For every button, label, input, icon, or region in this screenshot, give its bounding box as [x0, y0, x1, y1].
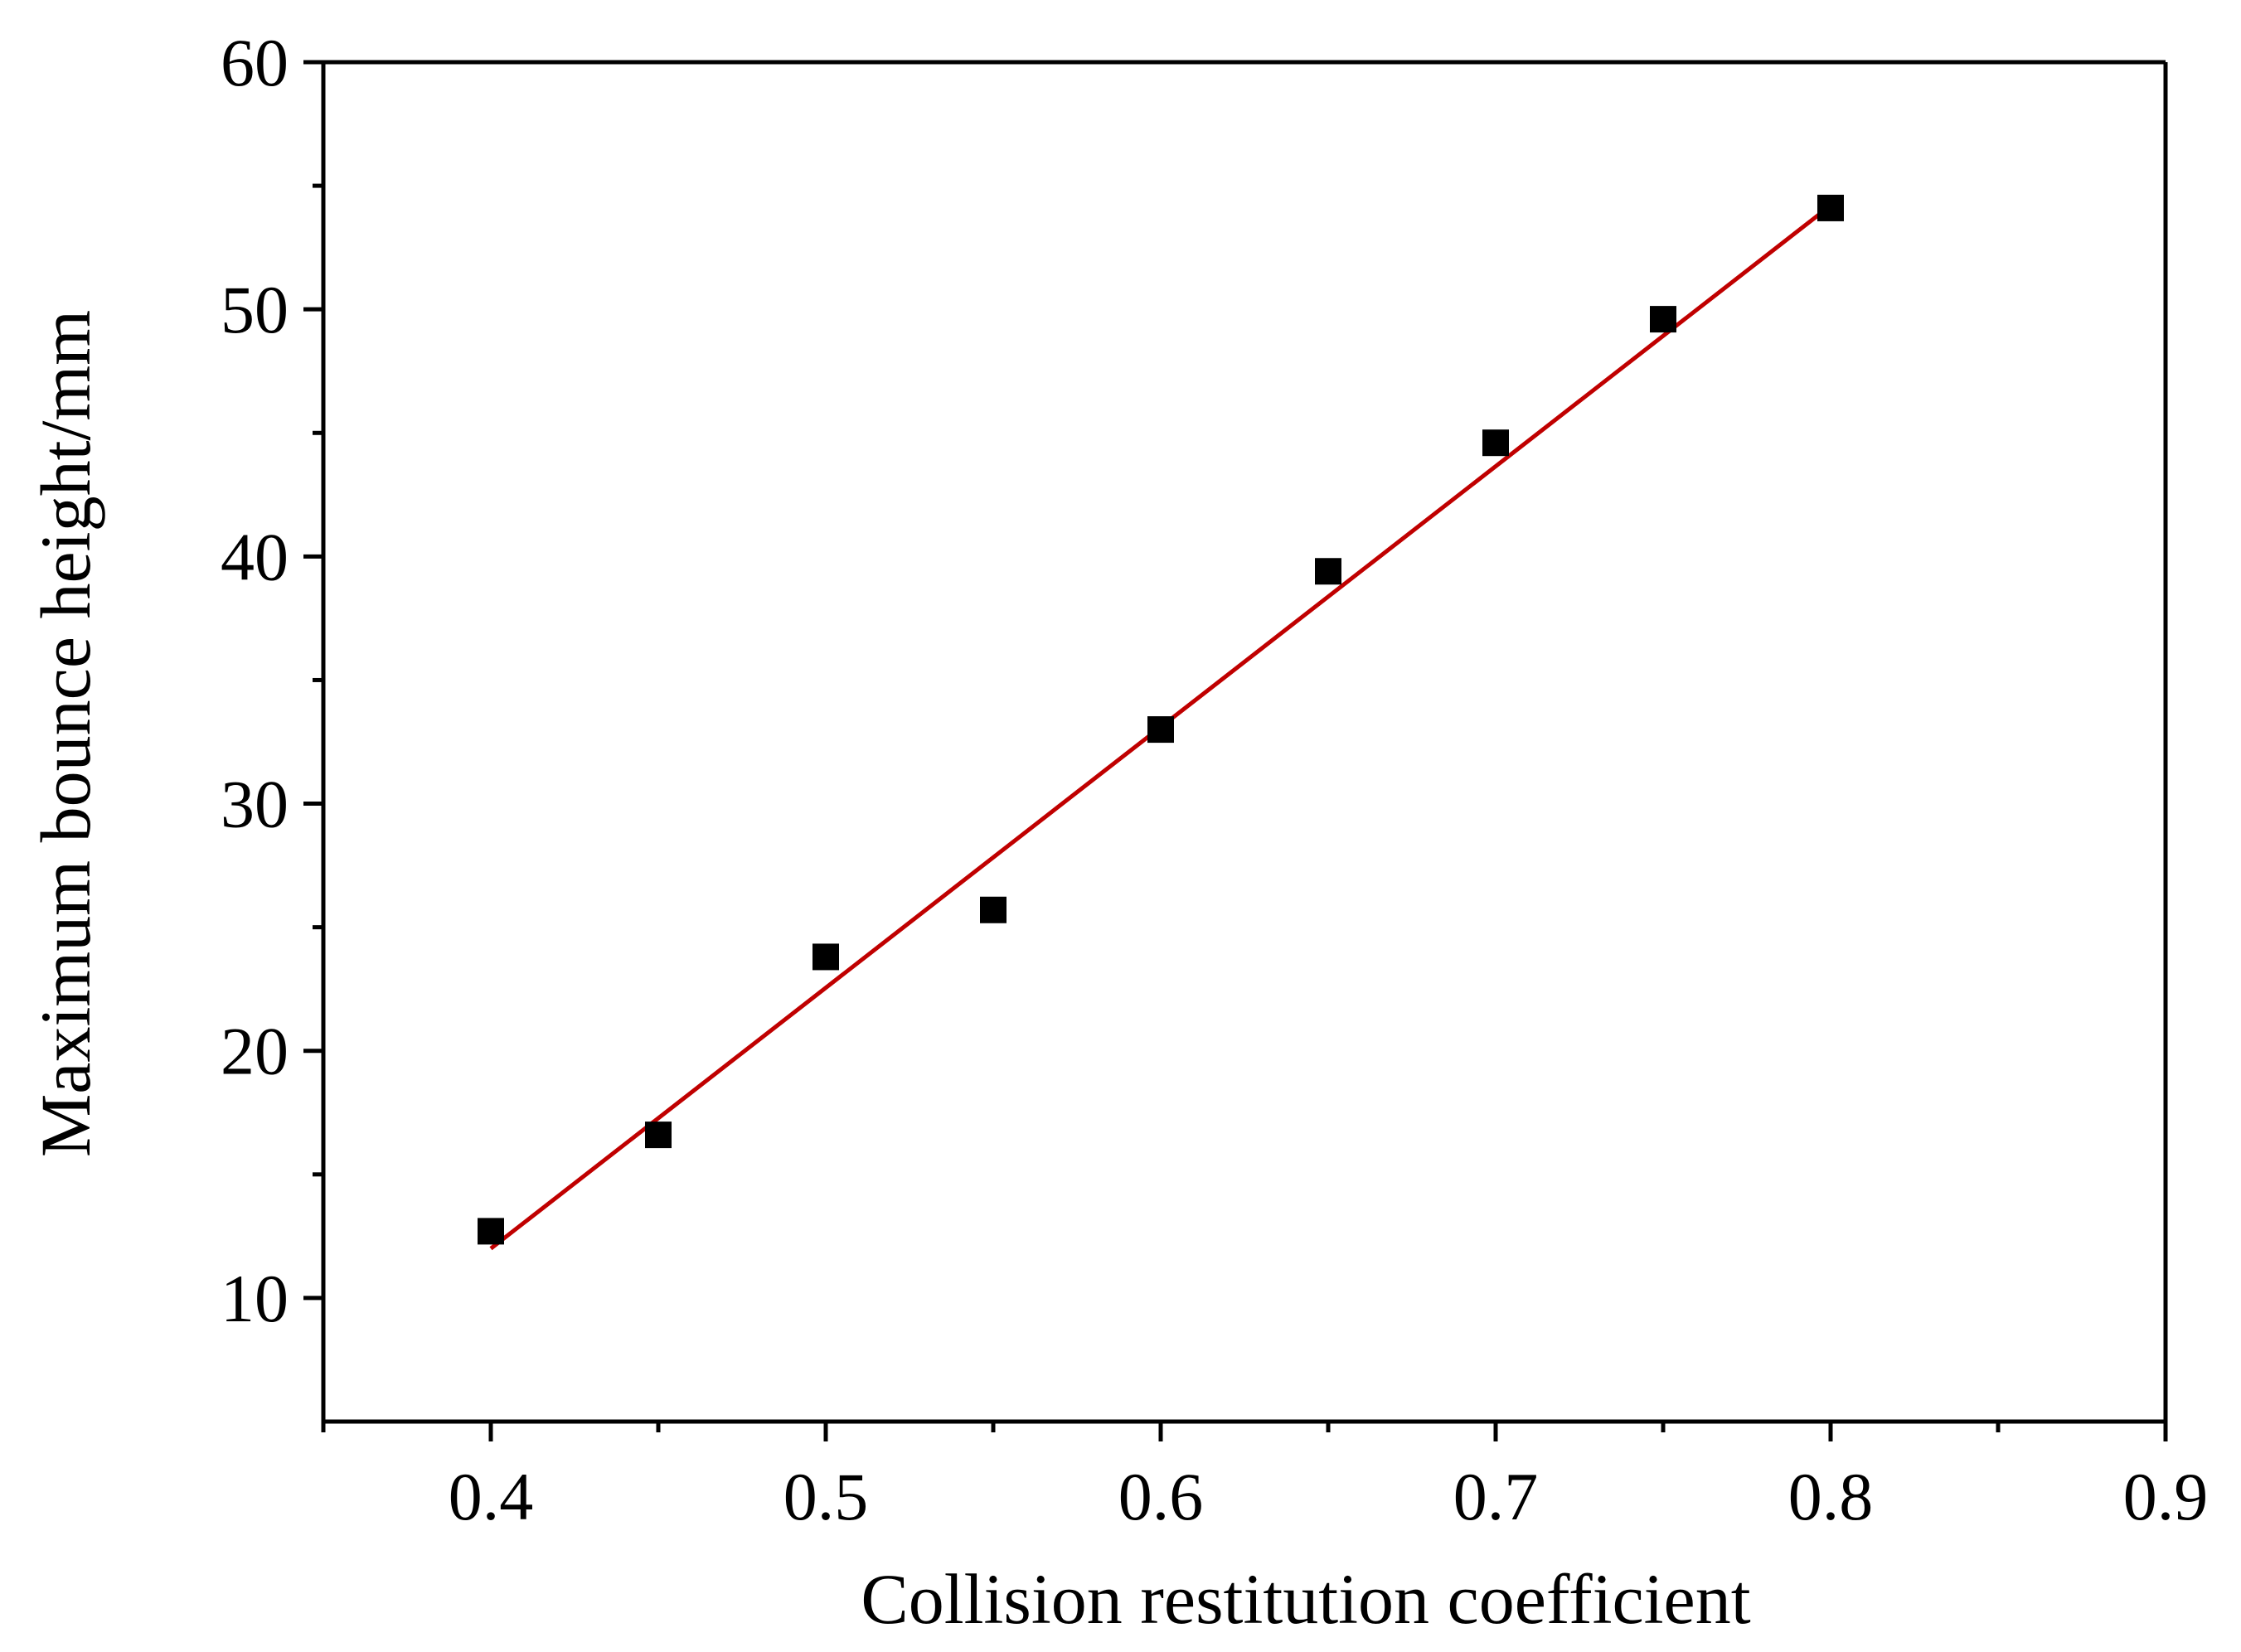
- data-point: [1315, 558, 1341, 585]
- y-tick-label: 50: [221, 272, 289, 347]
- data-point: [1482, 429, 1509, 457]
- tick-labels-layer: 0.4 0.5 0.6 0.7 0.8 0.9 10 20 30 40 50 60: [221, 25, 2208, 1534]
- data-point: [980, 896, 1007, 923]
- y-tick-label: 30: [221, 767, 289, 842]
- y-tick-label: 60: [221, 25, 289, 100]
- x-tick-label: 0.5: [783, 1459, 869, 1534]
- data-point: [812, 943, 839, 971]
- x-tick-label: 0.4: [449, 1459, 534, 1534]
- y-tick-label: 20: [221, 1014, 289, 1089]
- data-point: [478, 1218, 504, 1245]
- data-point: [1650, 306, 1676, 333]
- plot-frame: [321, 60, 2168, 1424]
- data-point: [645, 1122, 672, 1149]
- x-tick-label: 0.9: [2123, 1459, 2209, 1534]
- data-point: [1817, 194, 1844, 221]
- axis-ticks: [303, 60, 2168, 1441]
- y-tick-label: 10: [221, 1261, 289, 1336]
- y-axis-title: Maximum bounce height/mm: [26, 310, 105, 1157]
- y-tick-label: 40: [221, 519, 289, 594]
- data-points-layer: [478, 194, 1844, 1245]
- x-tick-label: 0.6: [1118, 1459, 1204, 1534]
- data-point: [1147, 716, 1174, 744]
- x-tick-label: 0.7: [1453, 1459, 1539, 1534]
- x-tick-label: 0.8: [1788, 1459, 1874, 1534]
- x-axis-title: Collision restitution coefficient: [861, 1559, 1750, 1639]
